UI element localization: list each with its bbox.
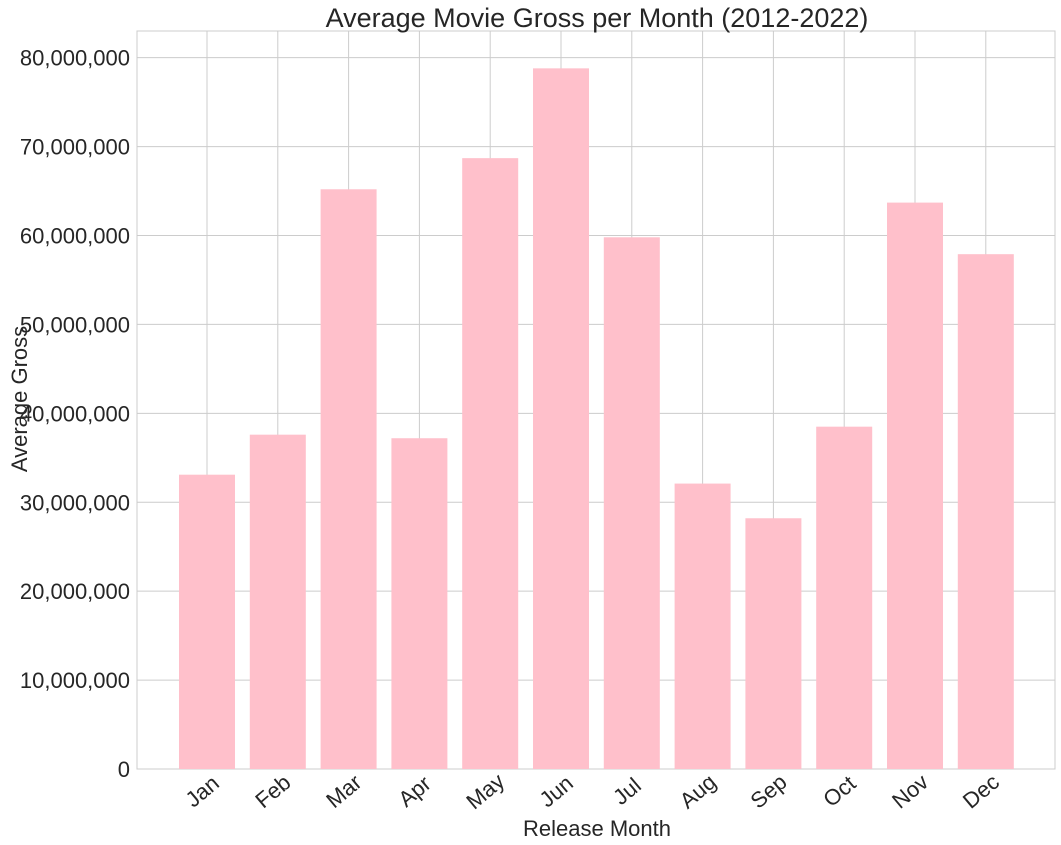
- chart-title: Average Movie Gross per Month (2012-2022…: [326, 3, 869, 33]
- bar-feb: [249, 434, 306, 769]
- x-tick-label: Mar: [321, 770, 366, 814]
- x-tick-labels: Jan Feb Mar Apr May Jun Jul Aug Sep Oct Nov Dec: [181, 768, 1004, 814]
- bar-nov: [887, 202, 943, 769]
- x-tick-label: Jun: [535, 770, 578, 812]
- y-tick-labels: 0 10,000,000 20,000,000 30,000,000 40,000,00…: [20, 46, 130, 782]
- x-tick-label: Sep: [746, 769, 792, 813]
- x-tick-label: Jul: [608, 773, 646, 810]
- bar-jan: [179, 474, 235, 769]
- y-tick-label: 50,000,000: [20, 312, 130, 337]
- y-tick-label: 60,000,000: [20, 224, 130, 249]
- y-tick-label: 70,000,000: [20, 135, 130, 160]
- x-tick-label: Apr: [393, 771, 435, 812]
- x-tick-label: Oct: [818, 771, 860, 812]
- x-tick-label: Feb: [250, 769, 295, 813]
- bar-aug: [674, 483, 731, 769]
- y-tick-label: 10,000,000: [20, 668, 130, 693]
- bar-sep: [745, 518, 802, 769]
- bar-oct: [816, 426, 873, 769]
- y-tick-label: 0: [118, 757, 130, 782]
- bar-may: [462, 158, 519, 769]
- y-tick-label: 30,000,000: [20, 490, 130, 515]
- x-tick-label: Aug: [675, 769, 721, 813]
- bar-mar: [320, 189, 377, 769]
- y-tick-label: 20,000,000: [20, 579, 130, 604]
- x-tick-label: Jan: [181, 770, 224, 812]
- x-tick-label: May: [461, 768, 509, 814]
- x-tick-label: Nov: [887, 769, 933, 813]
- bars: [179, 68, 1014, 770]
- bar-apr: [391, 438, 448, 769]
- bar-jul: [603, 237, 660, 770]
- bar-dec: [957, 254, 1014, 769]
- x-tick-label: Dec: [958, 769, 1004, 813]
- y-axis-label: Average Gross: [7, 326, 32, 472]
- x-axis-label: Release Month: [523, 816, 671, 841]
- y-tick-label: 40,000,000: [20, 401, 130, 426]
- bar-jun: [533, 68, 589, 769]
- y-tick-label: 80,000,000: [20, 46, 130, 71]
